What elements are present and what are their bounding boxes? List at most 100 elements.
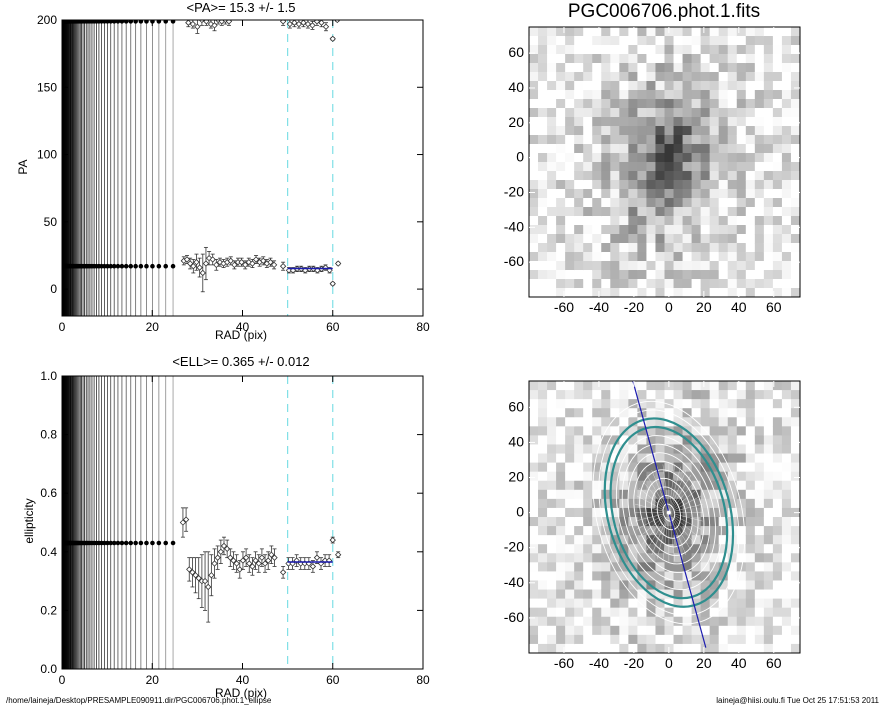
im1-pixel bbox=[790, 108, 801, 118]
im1-pixel bbox=[682, 162, 693, 172]
ell-dense-point bbox=[170, 540, 176, 546]
ell-dense-point bbox=[133, 540, 138, 546]
im2-pixel bbox=[538, 435, 548, 445]
im2-pixel bbox=[628, 453, 638, 464]
im1-pixel bbox=[790, 99, 801, 109]
im2-pixel bbox=[601, 381, 611, 391]
im1-pixel bbox=[754, 81, 765, 91]
im1-pixel bbox=[628, 63, 638, 73]
im2-pixel bbox=[619, 480, 629, 491]
im1-pixel bbox=[700, 45, 711, 55]
im1-pixel bbox=[655, 243, 665, 253]
im2-pixel bbox=[682, 625, 693, 636]
im2-pixel bbox=[718, 408, 729, 418]
im1-pixel bbox=[682, 243, 693, 253]
im2-pixel bbox=[547, 390, 557, 400]
im1-pixel bbox=[628, 90, 638, 100]
im1-pixel bbox=[628, 144, 638, 154]
im1-pixel bbox=[592, 36, 602, 46]
im1-pixel bbox=[763, 243, 774, 253]
im1-pixel bbox=[610, 54, 620, 64]
im1-pixel bbox=[763, 198, 774, 208]
im1-pixel bbox=[628, 27, 638, 37]
im1-pixel bbox=[601, 144, 611, 154]
pa-data-point bbox=[199, 269, 206, 277]
im2-pixel bbox=[664, 435, 675, 445]
im2-pixel bbox=[745, 589, 756, 600]
im2-pixel bbox=[754, 553, 765, 563]
im2-pixel bbox=[655, 580, 665, 591]
im2-pixel bbox=[745, 507, 756, 518]
im1-pixel bbox=[538, 99, 548, 109]
im2-pixel bbox=[700, 589, 711, 600]
im1-pixel bbox=[736, 180, 747, 190]
im1-pixel bbox=[781, 243, 792, 253]
im1-pixel bbox=[646, 180, 656, 190]
im1-pixel bbox=[718, 162, 729, 172]
im1-pixel bbox=[736, 36, 747, 46]
im2-pixel bbox=[646, 607, 656, 618]
im1-pixel bbox=[745, 126, 756, 136]
im2-pixel bbox=[790, 408, 801, 418]
im2-pixel bbox=[781, 643, 792, 654]
im2-pixel bbox=[574, 544, 584, 554]
im2-pixel bbox=[628, 462, 638, 473]
im2-pixel bbox=[565, 381, 575, 391]
im1-pixel bbox=[763, 126, 774, 136]
im1-pixel bbox=[736, 45, 747, 55]
im1-pixel bbox=[637, 243, 647, 253]
im2-pixel bbox=[709, 417, 720, 427]
pa-dense-point bbox=[123, 20, 129, 24]
im1-pixel bbox=[709, 243, 720, 253]
im1-pixel bbox=[781, 216, 792, 226]
im1-pixel bbox=[619, 36, 629, 46]
im1-pixel bbox=[691, 252, 702, 262]
im2-pixel bbox=[727, 417, 738, 427]
im2-pixel bbox=[664, 517, 675, 527]
im2-pixel bbox=[529, 453, 539, 464]
im2-sample-spoke bbox=[668, 487, 699, 513]
im2-pixel bbox=[628, 480, 638, 491]
im2-pixel bbox=[754, 453, 765, 464]
im1-pixel bbox=[709, 117, 720, 127]
im1-pixel bbox=[601, 261, 611, 271]
im2-pixel bbox=[745, 634, 756, 645]
im1-pixel bbox=[673, 162, 684, 172]
im1-pixel bbox=[772, 153, 783, 163]
im2-center-point bbox=[666, 510, 671, 515]
im1-pixel bbox=[718, 126, 729, 136]
im2-pixel bbox=[745, 544, 756, 554]
im2-pixel bbox=[646, 381, 656, 391]
im2-pixel bbox=[673, 589, 684, 600]
im2-pixel bbox=[745, 625, 756, 636]
im2-pixel bbox=[601, 544, 611, 554]
im2-pixel bbox=[754, 544, 765, 554]
im1-pixel bbox=[655, 288, 665, 298]
im2-pixel bbox=[709, 616, 720, 627]
im2-pixel bbox=[772, 498, 783, 509]
im1-pixel bbox=[781, 279, 792, 289]
im1-pixel bbox=[610, 225, 620, 235]
im1-pixel bbox=[709, 189, 720, 199]
im1-pixel bbox=[790, 225, 801, 235]
im1-pixel bbox=[700, 63, 711, 73]
im2-pixel bbox=[637, 462, 647, 473]
im1-pixel bbox=[655, 135, 665, 145]
im1-pixel bbox=[565, 90, 575, 100]
im1-pixel bbox=[529, 180, 539, 190]
im2-pixel bbox=[781, 471, 792, 482]
im1-pixel bbox=[682, 189, 693, 199]
im2-pixel bbox=[691, 517, 702, 527]
im2-pixel bbox=[718, 489, 729, 500]
im1-pixel bbox=[727, 72, 738, 82]
im2-pixel bbox=[538, 390, 548, 400]
im2-pixel bbox=[709, 426, 720, 436]
im1-pixel bbox=[736, 90, 747, 100]
im2-pixel bbox=[529, 435, 539, 445]
im2-pixel bbox=[790, 544, 801, 554]
im1-pixel bbox=[700, 81, 711, 91]
im2-pixel bbox=[583, 607, 593, 618]
im2-pixel bbox=[601, 607, 611, 618]
im2-pixel bbox=[709, 589, 720, 600]
im2-pixel bbox=[610, 390, 620, 400]
